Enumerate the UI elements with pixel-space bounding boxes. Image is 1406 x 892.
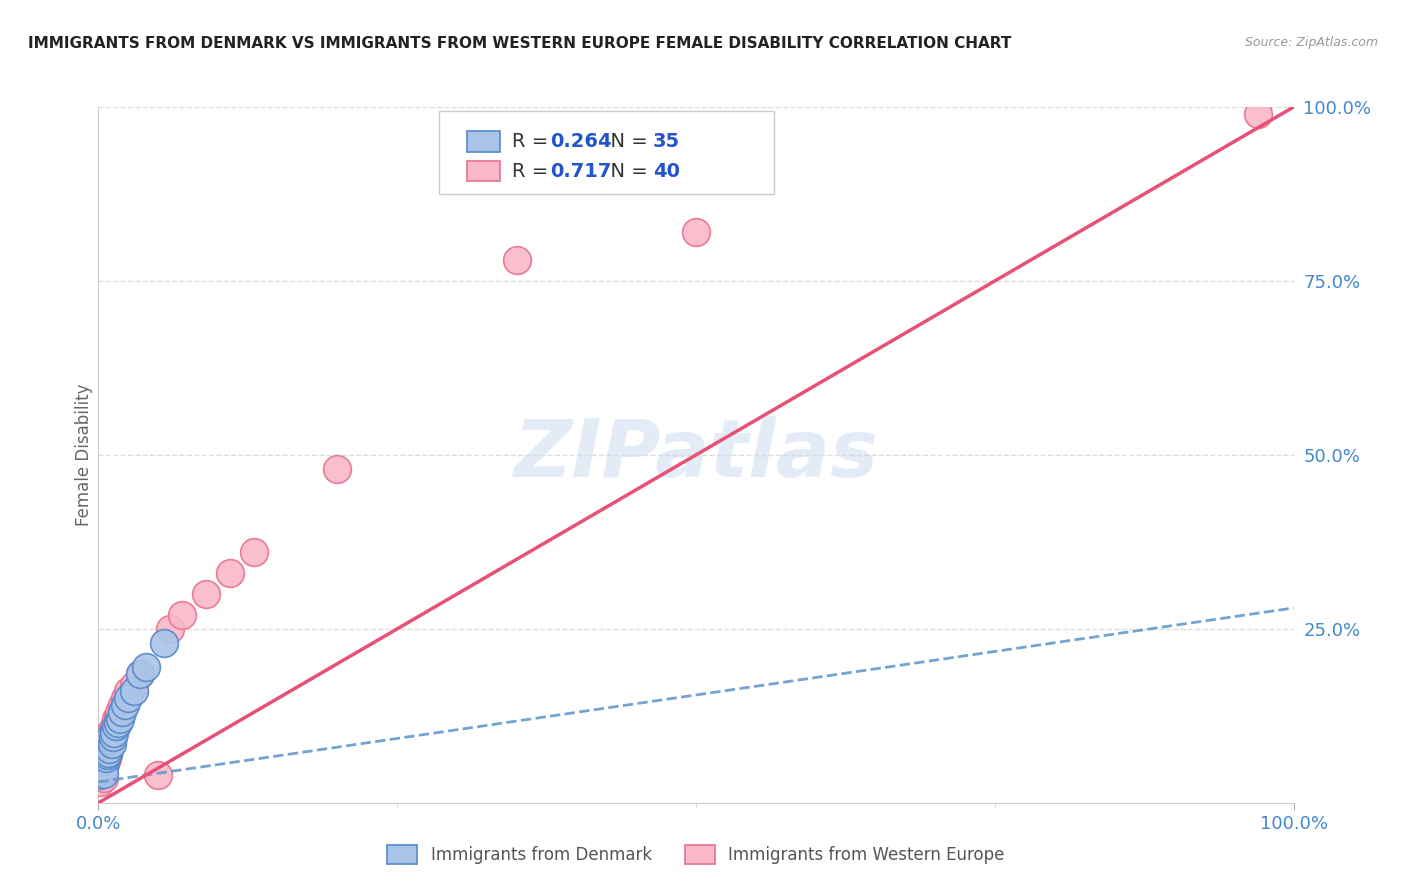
Point bbox=[98, 730, 122, 744]
Point bbox=[98, 741, 121, 756]
FancyBboxPatch shape bbox=[467, 161, 501, 181]
Point bbox=[111, 706, 134, 720]
Point bbox=[1247, 107, 1270, 121]
Point bbox=[94, 750, 117, 764]
Point bbox=[219, 566, 242, 581]
Point bbox=[89, 768, 111, 782]
Point bbox=[91, 750, 114, 764]
Point bbox=[93, 756, 115, 770]
Text: N =: N = bbox=[598, 161, 654, 180]
Point bbox=[114, 698, 136, 713]
Point bbox=[153, 636, 176, 650]
Point bbox=[117, 684, 139, 698]
Text: 35: 35 bbox=[652, 132, 681, 151]
Point bbox=[94, 754, 117, 768]
Point bbox=[90, 766, 112, 780]
Point bbox=[111, 698, 134, 713]
Point bbox=[100, 730, 122, 744]
Point bbox=[243, 545, 266, 559]
Y-axis label: Female Disability: Female Disability bbox=[75, 384, 93, 526]
Point bbox=[107, 706, 129, 720]
Point bbox=[107, 708, 129, 723]
Point bbox=[105, 719, 128, 733]
Point bbox=[91, 761, 114, 775]
Text: 40: 40 bbox=[652, 161, 681, 180]
Point bbox=[98, 730, 122, 744]
Point bbox=[685, 225, 707, 239]
Point bbox=[98, 737, 121, 751]
Point bbox=[94, 744, 117, 758]
Point bbox=[103, 726, 125, 740]
FancyBboxPatch shape bbox=[439, 111, 773, 194]
Point bbox=[96, 748, 118, 763]
Point bbox=[93, 766, 115, 780]
Point bbox=[90, 763, 112, 777]
Point bbox=[91, 764, 114, 779]
Point bbox=[91, 759, 114, 773]
Point bbox=[124, 684, 146, 698]
Point bbox=[97, 737, 120, 751]
Point bbox=[91, 763, 114, 777]
Point bbox=[96, 740, 118, 755]
FancyBboxPatch shape bbox=[467, 131, 501, 152]
Text: 0.717: 0.717 bbox=[550, 161, 612, 180]
Point bbox=[93, 747, 115, 761]
Point bbox=[91, 753, 114, 767]
Point bbox=[195, 587, 218, 601]
Text: ZIPatlas: ZIPatlas bbox=[513, 416, 879, 494]
Point bbox=[98, 733, 122, 747]
Point bbox=[108, 712, 131, 726]
Point bbox=[124, 677, 146, 691]
Point bbox=[114, 691, 136, 706]
Point bbox=[91, 750, 114, 764]
Point bbox=[103, 719, 125, 733]
Point bbox=[135, 660, 157, 674]
Point bbox=[96, 740, 118, 755]
Point bbox=[91, 757, 114, 772]
Point bbox=[97, 746, 120, 760]
Point bbox=[148, 768, 170, 782]
Text: 0.264: 0.264 bbox=[550, 132, 612, 151]
Text: R =: R = bbox=[512, 161, 554, 180]
Point bbox=[100, 737, 122, 751]
Legend: Immigrants from Denmark, Immigrants from Western Europe: Immigrants from Denmark, Immigrants from… bbox=[381, 838, 1011, 871]
Point bbox=[93, 759, 115, 773]
Point bbox=[105, 712, 128, 726]
Point bbox=[93, 747, 115, 761]
Point bbox=[129, 667, 152, 681]
Point bbox=[101, 730, 124, 744]
Point bbox=[96, 750, 118, 764]
Point bbox=[117, 691, 139, 706]
Point bbox=[129, 667, 152, 681]
Point bbox=[101, 723, 124, 737]
Point bbox=[94, 744, 117, 758]
Text: IMMIGRANTS FROM DENMARK VS IMMIGRANTS FROM WESTERN EUROPE FEMALE DISABILITY CORR: IMMIGRANTS FROM DENMARK VS IMMIGRANTS FR… bbox=[28, 36, 1011, 51]
Point bbox=[91, 754, 114, 768]
Text: R =: R = bbox=[512, 132, 554, 151]
Point bbox=[93, 772, 115, 786]
Point bbox=[89, 775, 111, 789]
Point bbox=[90, 764, 112, 779]
Point bbox=[98, 726, 122, 740]
Point bbox=[93, 757, 115, 772]
Point bbox=[159, 622, 181, 636]
Point bbox=[107, 715, 129, 730]
Point bbox=[326, 462, 349, 476]
Point bbox=[91, 754, 114, 768]
Text: Source: ZipAtlas.com: Source: ZipAtlas.com bbox=[1244, 36, 1378, 49]
Point bbox=[97, 747, 120, 761]
Point bbox=[90, 757, 112, 772]
Point bbox=[97, 733, 120, 747]
Point bbox=[172, 607, 194, 622]
Text: N =: N = bbox=[598, 132, 654, 151]
Point bbox=[506, 253, 529, 268]
